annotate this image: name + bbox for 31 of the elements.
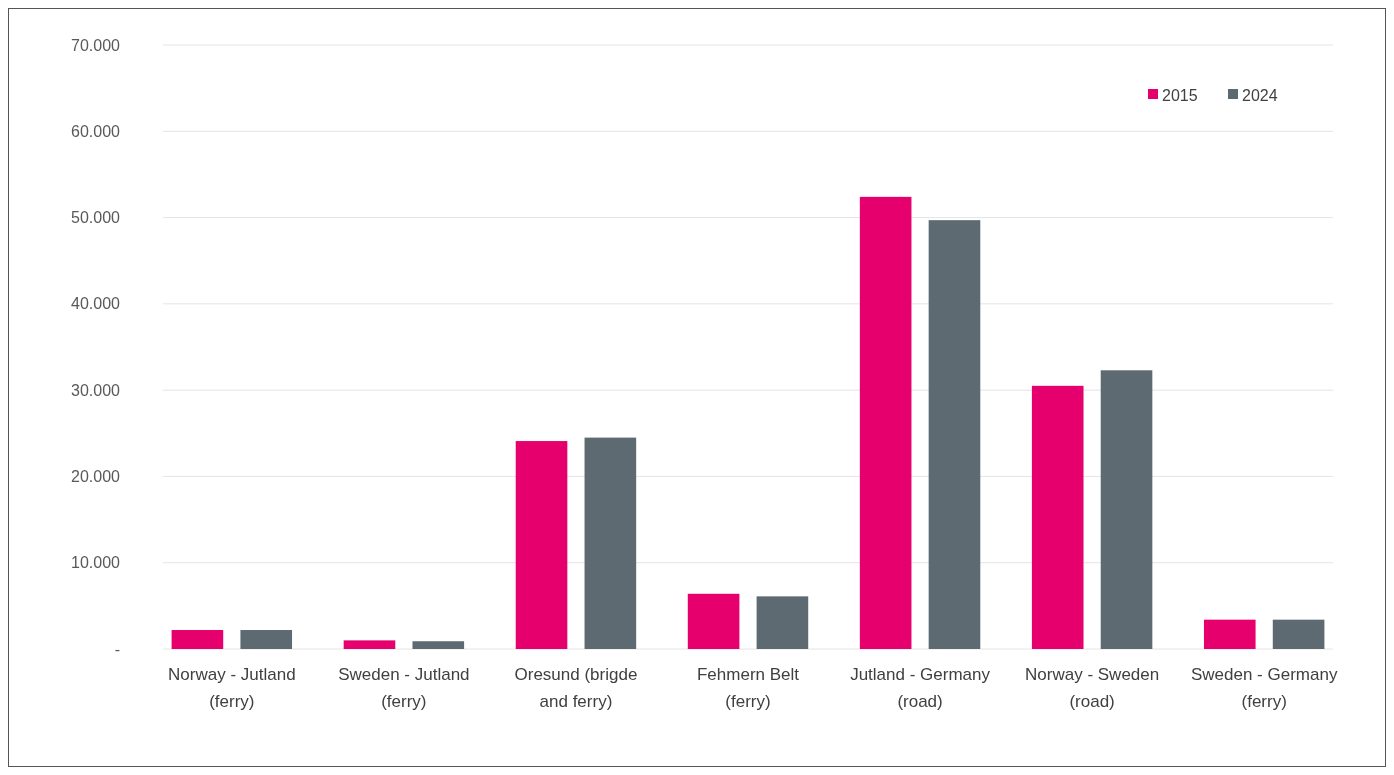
bar — [412, 641, 465, 649]
x-tick-label: Sweden - Germany (ferry) — [1190, 665, 1338, 711]
bar — [1100, 370, 1153, 649]
bar — [756, 596, 809, 649]
bar — [584, 437, 637, 649]
y-tick-label: 70.000 — [71, 36, 121, 54]
bar — [1203, 619, 1256, 649]
bar — [343, 640, 396, 649]
x-tick-label: Oresund (brigde and ferry) — [514, 665, 638, 711]
y-tick-label: 60.000 — [71, 122, 121, 140]
bar — [171, 630, 224, 649]
y-tick-label: 40.000 — [71, 295, 121, 313]
legend-label: 2024 — [1242, 86, 1278, 104]
bar — [928, 220, 981, 649]
x-tick-label: Norway - Jutland (ferry) — [168, 665, 296, 711]
x-tick-label: Sweden - Jutland (ferry) — [338, 665, 470, 711]
x-tick-label: Fehmern Belt (ferry) — [696, 665, 800, 711]
bar — [1272, 619, 1325, 649]
bar — [859, 196, 912, 649]
y-tick-label: - — [114, 640, 120, 658]
bar — [1031, 385, 1084, 649]
x-tick-label: Norway - Sweden (road) — [1025, 665, 1160, 711]
legend-label: 2015 — [1162, 86, 1198, 104]
y-tick-label: 50.000 — [71, 209, 121, 227]
bar — [687, 593, 740, 649]
x-tick-label: Jutland - Germany (road) — [850, 665, 991, 711]
y-tick-label: 30.000 — [71, 381, 121, 399]
bar — [240, 630, 293, 649]
y-tick-label: 20.000 — [71, 468, 121, 486]
y-tick-label: 10.000 — [71, 554, 121, 572]
bar — [515, 441, 568, 649]
